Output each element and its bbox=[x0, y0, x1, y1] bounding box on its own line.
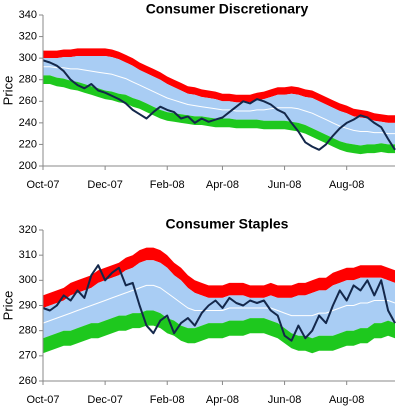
band-area bbox=[43, 310, 395, 354]
y-tick-label: 310 bbox=[19, 249, 37, 261]
y-tick-label: 220 bbox=[19, 138, 37, 150]
x-tick-label: Feb-08 bbox=[150, 179, 185, 191]
y-tick-label: 200 bbox=[19, 160, 37, 172]
y-tick-label: 260 bbox=[19, 95, 37, 107]
band-area bbox=[43, 247, 395, 308]
y-tick-label: 320 bbox=[19, 224, 37, 236]
x-tick-label: Apr-08 bbox=[206, 394, 239, 406]
band-area bbox=[43, 75, 395, 155]
x-tick-label: Dec-07 bbox=[87, 179, 122, 191]
y-tick-label: 300 bbox=[19, 274, 37, 286]
chart-title: Consumer Discretionary bbox=[146, 1, 309, 17]
x-tick-label: Apr-08 bbox=[206, 179, 239, 191]
y-tick-label: 280 bbox=[19, 325, 37, 337]
line bbox=[42, 264, 396, 342]
y-tick-label: 320 bbox=[19, 30, 37, 42]
line bbox=[42, 284, 396, 324]
x-tick-label: Jun-08 bbox=[268, 179, 302, 191]
y-axis-label: Price bbox=[0, 76, 15, 106]
y-tick-label: 300 bbox=[19, 52, 37, 64]
x-tick-label: Dec-07 bbox=[87, 394, 122, 406]
x-tick-label: Oct-07 bbox=[26, 179, 59, 191]
x-tick-label: Aug-08 bbox=[329, 179, 364, 191]
x-tick-label: Feb-08 bbox=[150, 394, 185, 406]
x-tick-label: Jun-08 bbox=[268, 394, 302, 406]
y-tick-label: 340 bbox=[19, 9, 37, 21]
chart-title: Consumer Staples bbox=[166, 216, 289, 232]
y-tick-label: 280 bbox=[19, 74, 37, 86]
x-tick-label: Oct-07 bbox=[26, 394, 59, 406]
line bbox=[43, 66, 395, 135]
y-tick-label: 290 bbox=[19, 299, 37, 311]
y-tick-label: 240 bbox=[19, 117, 37, 129]
band-area bbox=[43, 260, 395, 339]
band-area bbox=[43, 56, 395, 146]
y-tick-label: 260 bbox=[19, 375, 37, 387]
line bbox=[42, 59, 396, 151]
y-axis-label: Price bbox=[0, 291, 15, 321]
y-tick-label: 270 bbox=[19, 350, 37, 362]
x-tick-label: Aug-08 bbox=[329, 394, 364, 406]
